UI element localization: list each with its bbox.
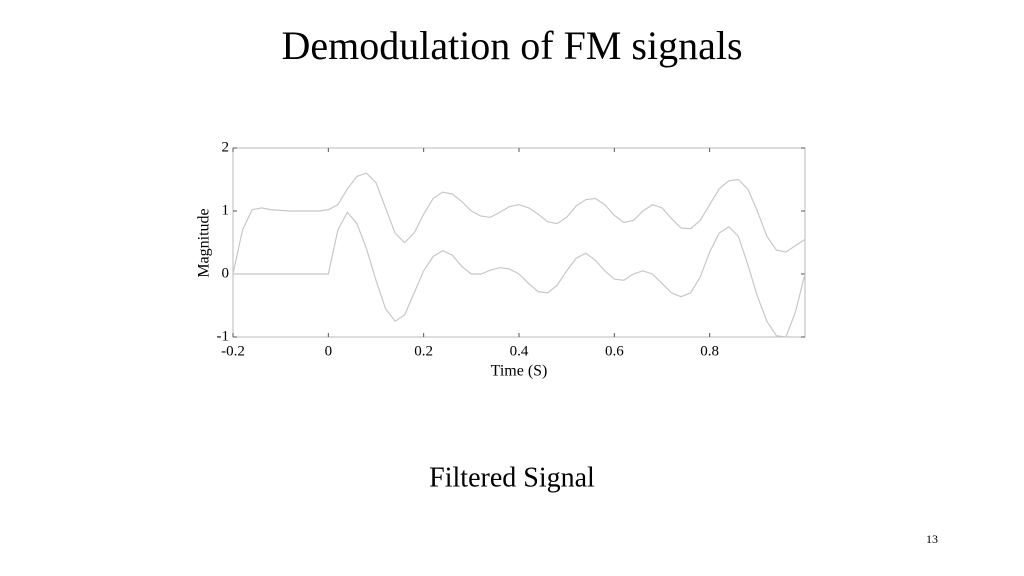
y-axis-label: Magnitude — [196, 208, 213, 277]
x-tick-label: 0.8 — [700, 343, 719, 359]
x-tick-label: 0.4 — [510, 343, 529, 359]
x-tick-label: -0.2 — [221, 343, 245, 359]
x-axis-label: Time (S) — [491, 363, 548, 380]
y-tick-label: 1 — [222, 202, 230, 218]
page-number: 13 — [926, 532, 938, 546]
signal-line — [233, 211, 806, 338]
signal-line — [232, 172, 806, 275]
y-tick-label: 2 — [222, 139, 230, 155]
x-tick-label: 0.6 — [605, 343, 624, 359]
y-tick-label: 0 — [222, 265, 230, 281]
x-tick-label: 0 — [325, 343, 333, 359]
plot-frame — [232, 147, 806, 338]
slide-caption: Filtered Signal — [429, 462, 595, 493]
x-tick-label: 0.2 — [414, 343, 433, 359]
slide-title: Demodulation of FM signals — [281, 23, 742, 68]
y-tick-label: -1 — [217, 328, 230, 344]
